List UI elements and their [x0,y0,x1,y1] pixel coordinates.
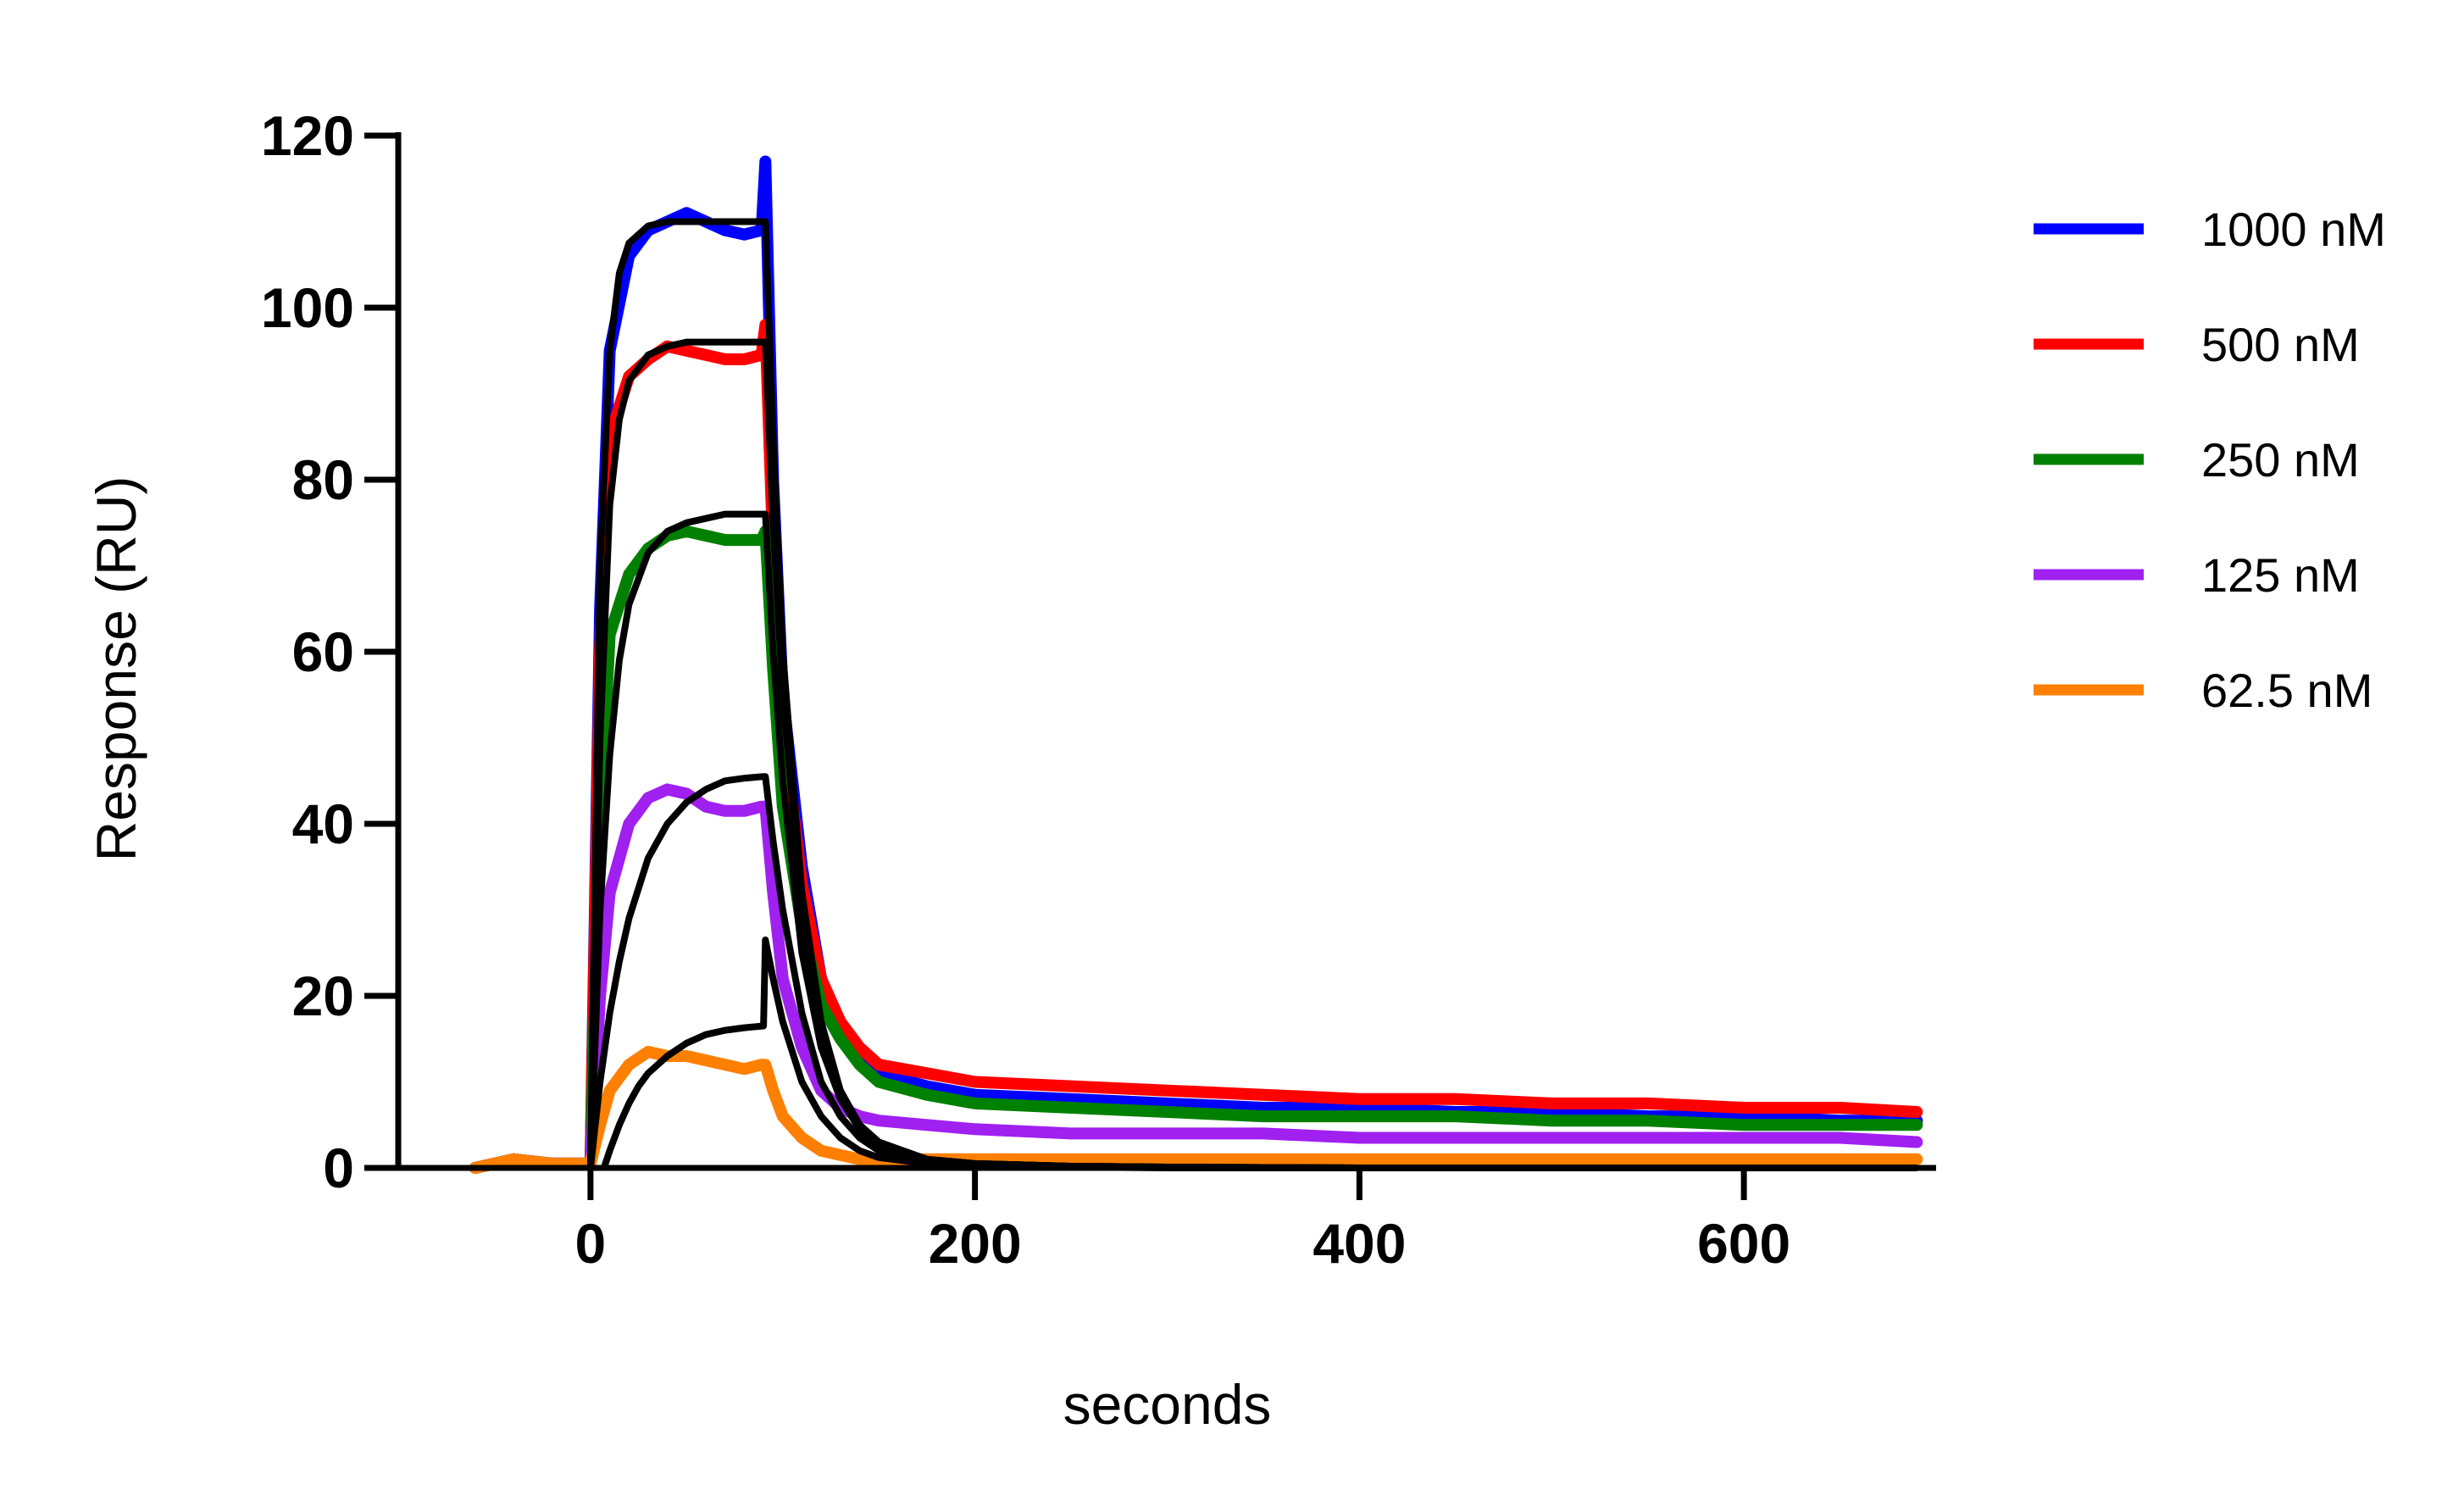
series-group [469,155,1923,1174]
series-line-1000-nm [469,155,1923,1174]
y-axis-title: Response (RU) [85,476,147,862]
axes-group: 0 20 40 60 80 100 120 0 200 400 600 [261,104,1936,1275]
legend-label-500-nm: 500 nM [2201,318,2360,371]
y-tick-label: 80 [292,448,354,511]
x-tick-label: 0 [575,1212,607,1275]
legend-label-1000-nm: 1000 nM [2201,203,2386,256]
x-tick-label: 200 [929,1212,1022,1275]
legend-label-250-nm: 250 nM [2201,433,2360,486]
fit-curve-3 [586,510,1917,1171]
y-tick-label: 40 [292,792,354,855]
y-tick-label: 120 [261,104,354,167]
series-line-125-nm [469,783,1923,1174]
y-tick-label: 20 [292,965,354,1027]
y-tick-label: 60 [292,620,354,683]
x-tick-label: 600 [1697,1212,1790,1275]
x-axis-title: seconds [1063,1373,1272,1436]
legend: 1000 nM 500 nM 250 nM 125 nM 62.5 nM [2034,203,2386,717]
fit-curves-group [586,218,1917,1171]
y-tick-label: 100 [261,276,354,339]
fit-curve-1 [586,218,1917,1171]
series-line-250-nm [469,525,1923,1174]
legend-label-62-5-nm: 62.5 nM [2201,664,2372,717]
legend-label-125-nm: 125 nM [2201,548,2360,602]
x-tick-label: 400 [1312,1212,1406,1275]
series-line-62-5-nm [469,1046,1923,1174]
y-tick-label: 0 [323,1137,354,1199]
